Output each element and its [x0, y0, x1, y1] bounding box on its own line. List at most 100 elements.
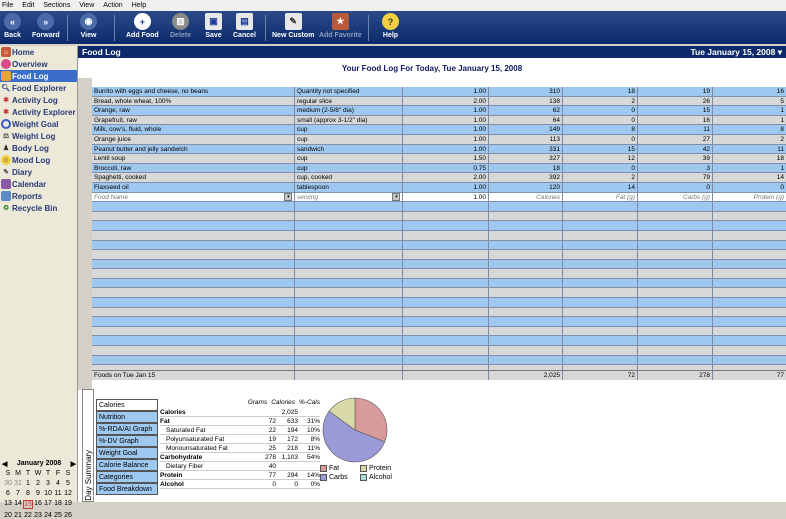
sidebar-item-mood-log[interactable]: ☺ Mood Log	[1, 155, 51, 165]
calendar-day[interactable]: 18	[54, 500, 62, 507]
sidebar-item-overview[interactable]: Overview	[0, 58, 77, 70]
calendar-day[interactable]: 20	[4, 512, 12, 519]
calendar-day[interactable]: 1	[26, 480, 30, 487]
summary-tab[interactable]: Food Breakdown	[96, 483, 158, 495]
entry-protein[interactable]: Protein (g)	[753, 193, 784, 201]
empty-row[interactable]	[92, 230, 786, 241]
empty-row[interactable]	[92, 326, 786, 337]
empty-row[interactable]	[92, 240, 786, 251]
save-button[interactable]: ▣ Save	[205, 13, 222, 39]
calendar-day[interactable]: 5	[66, 480, 70, 487]
calendar-day[interactable]: 23	[34, 512, 42, 519]
calendar-day[interactable]: 24	[44, 512, 52, 519]
summary-tab[interactable]: %-RDA/AI Graph	[96, 423, 158, 435]
calendar-day[interactable]: 2	[36, 480, 40, 487]
calendar-day[interactable]: 6	[6, 490, 10, 497]
table-row[interactable]: Orange juice cup 1.00 113 0 27 2	[92, 134, 786, 145]
table-row[interactable]: Lentil soup cup 1.50 327 12 39 18	[92, 154, 786, 164]
add-food-button[interactable]: + Add Food	[126, 13, 159, 39]
calendar-day[interactable]: 13	[4, 500, 12, 507]
empty-row[interactable]	[92, 346, 786, 356]
calendar-day[interactable]: 14	[14, 500, 22, 507]
empty-row[interactable]	[92, 269, 786, 279]
calendar-day[interactable]: 30	[4, 480, 12, 487]
entry-calories[interactable]: Calories	[489, 192, 563, 202]
calendar-day[interactable]: 26	[64, 512, 72, 519]
calendar-day[interactable]: 16	[34, 500, 42, 507]
empty-row[interactable]	[92, 288, 786, 299]
sidebar-item-food-explorer[interactable]: 🔍︎ Food Explorer	[1, 83, 67, 93]
empty-row[interactable]	[92, 336, 786, 347]
summary-tab[interactable]: Calorie Balance	[96, 459, 158, 471]
calendar-day[interactable]: 10	[44, 490, 52, 497]
sidebar-item-weight-log[interactable]: ⚖ Weight Log	[2, 131, 56, 141]
entry-food-name[interactable]: Food Name ▾	[92, 192, 295, 202]
menu-view[interactable]: View	[79, 2, 95, 9]
sidebar-item-diary[interactable]: ✎ Diary	[0, 166, 77, 178]
menu-edit[interactable]: Edit	[22, 2, 35, 9]
forward-button[interactable]: » Forward	[32, 13, 60, 39]
menu-action[interactable]: Action	[103, 2, 123, 9]
prev-month-arrow[interactable]: ◀	[2, 461, 8, 468]
calendar-day[interactable]: 9	[36, 490, 40, 497]
empty-row[interactable]	[92, 278, 786, 289]
summary-tab[interactable]: Categories	[96, 471, 158, 483]
calendar-day[interactable]: 7	[16, 490, 20, 497]
back-button[interactable]: «Back	[4, 13, 21, 39]
menu-sections[interactable]: Sections	[43, 2, 71, 9]
empty-row[interactable]	[92, 317, 786, 327]
table-row[interactable]: Bread, whole wheat, 100% regular slice 2.0…	[92, 96, 786, 107]
empty-row[interactable]	[92, 298, 786, 308]
sidebar-item-home[interactable]: ⌂ Home	[0, 46, 77, 58]
sidebar-item-food-log[interactable]: Food Log	[0, 70, 77, 82]
view-button[interactable]: ◉ View	[80, 13, 97, 39]
calendar-day[interactable]: 15	[23, 500, 33, 509]
menu-file[interactable]: File	[2, 2, 14, 9]
table-row[interactable]: Peanut butter and jelly sandwich sandwich…	[92, 144, 786, 155]
calendar-day[interactable]: 11	[54, 490, 62, 497]
entry-serving[interactable]: serving ▾	[295, 192, 403, 202]
table-row[interactable]: Spaghetti, cooked cup, cooked 2.00 392 2 79 14	[92, 173, 786, 183]
table-row[interactable]: Orange, raw medium (2-5/8" dia) 1.00 62 0 15 1	[92, 106, 786, 116]
date-selector[interactable]: Tue January 15, 2008 ▾	[690, 46, 782, 57]
calendar-day[interactable]: 8	[26, 490, 30, 497]
calendar-day[interactable]: 12	[64, 490, 72, 497]
dropdown-arrow-icon[interactable]: ▾	[392, 192, 400, 201]
sidebar-item-weight-goal[interactable]: Weight Goal	[0, 118, 77, 130]
calendar-day[interactable]: 4	[56, 480, 60, 487]
table-row[interactable]: Burrito with eggs and cheese, no beans Qu…	[92, 87, 786, 97]
calendar-day[interactable]: 21	[14, 512, 22, 519]
table-row[interactable]: Flaxseed oil tablespoon 1.00 120 14 0 0	[92, 182, 786, 193]
new-custom-button[interactable]: ✎ New Custom	[272, 13, 314, 39]
sidebar-item-recycle-bin[interactable]: ♻ Recycle Bin	[2, 203, 58, 213]
calendar-day[interactable]: 3	[46, 480, 50, 487]
delete-button[interactable]: ▥ Delete	[170, 13, 191, 39]
calendar-day[interactable]: 17	[44, 500, 52, 507]
new-food-entry-row[interactable]: Food Name ▾ serving ▾ 1.00 Calories Fat (g) Car…	[92, 192, 786, 203]
next-month-arrow[interactable]: ▶	[70, 461, 76, 468]
sidebar-item-reports[interactable]: Reports	[0, 190, 77, 202]
sidebar-item-activity-log[interactable]: ✱ Activity Log	[0, 94, 77, 106]
empty-row[interactable]	[92, 250, 786, 260]
empty-row[interactable]	[92, 259, 786, 270]
dropdown-arrow-icon[interactable]: ▾	[284, 192, 292, 201]
summary-tab[interactable]: Weight Goal	[96, 447, 158, 459]
calendar-day[interactable]: 25	[54, 512, 62, 519]
sidebar-item-activity-explorer[interactable]: ✱ Activity Explorer	[0, 106, 77, 118]
entry-qty[interactable]: 1.00	[403, 192, 489, 202]
entry-carbs[interactable]: Carbs (g)	[638, 192, 713, 202]
help-button[interactable]: ? Help	[382, 13, 399, 39]
add-favorite-button[interactable]: ★ Add Favorite	[319, 13, 362, 39]
summary-tab[interactable]: Nutrition	[96, 411, 158, 423]
empty-row[interactable]	[92, 202, 786, 212]
cancel-button[interactable]: ▤ Cancel	[233, 13, 256, 39]
table-row[interactable]: Grapefruit, raw small (approx 3-1/2" dia)…	[92, 115, 786, 126]
summary-tab[interactable]: Calories	[96, 399, 158, 411]
table-row[interactable]: Milk, cow's, fluid, whole cup 1.00 149 8 11 8	[92, 125, 786, 135]
entry-fat[interactable]: Fat (g)	[563, 192, 638, 202]
sidebar-item-calendar[interactable]: Calendar	[0, 178, 77, 190]
empty-row[interactable]	[92, 221, 786, 231]
menu-help[interactable]: Help	[131, 2, 147, 9]
empty-row[interactable]	[92, 211, 786, 222]
calendar-day[interactable]: 31	[14, 480, 22, 487]
